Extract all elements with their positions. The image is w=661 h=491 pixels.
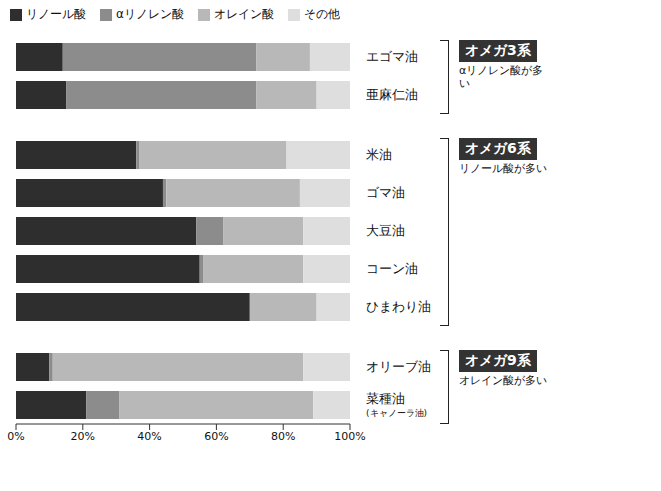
svg-text:20%: 20%: [71, 430, 95, 443]
html-text:リノール酸が多い: リノール酸が多い: [459, 162, 547, 175]
svg-text:40%: 40%: [137, 430, 161, 443]
svg-text:亜麻仁油: 亜麻仁油: [366, 87, 418, 102]
svg-text:100%: 100%: [334, 430, 365, 443]
html-text:その他: その他: [303, 7, 340, 21]
html-text:オレイン酸が多い: オレイン酸が多い: [459, 374, 547, 387]
svg-text:大豆油: 大豆油: [366, 223, 405, 238]
svg-text:菜種油(キャノーラ油): 菜種油(キャノーラ油): [366, 391, 427, 418]
html-text:オメガ6系: オメガ6系: [465, 140, 531, 156]
svg-text:米油: 米油: [366, 147, 392, 162]
svg-text:0%: 0%: [7, 430, 24, 443]
svg-text:ひまわり油: ひまわり油: [366, 299, 431, 314]
html-text:リノール酸: リノール酸: [26, 7, 86, 21]
html-text:オレイン酸: オレイン酸: [213, 7, 274, 21]
svg-text:ゴマ油: ゴマ油: [366, 185, 405, 200]
svg-text:コーン油: コーン油: [366, 261, 418, 276]
svg-text:エゴマ油: エゴマ油: [366, 49, 418, 64]
html-text:オメガ3系: オメガ3系: [465, 42, 531, 58]
html-text:オメガ9系: オメガ9系: [465, 352, 531, 368]
html-text:αリノレン酸が多い: αリノレン酸が多い: [459, 64, 544, 90]
html-text:αリノレン酸: αリノレン酸: [116, 7, 184, 21]
svg-text:60%: 60%: [204, 430, 228, 443]
svg-text:80%: 80%: [271, 430, 295, 443]
svg-text:オリーブ油: オリーブ油: [366, 359, 431, 374]
